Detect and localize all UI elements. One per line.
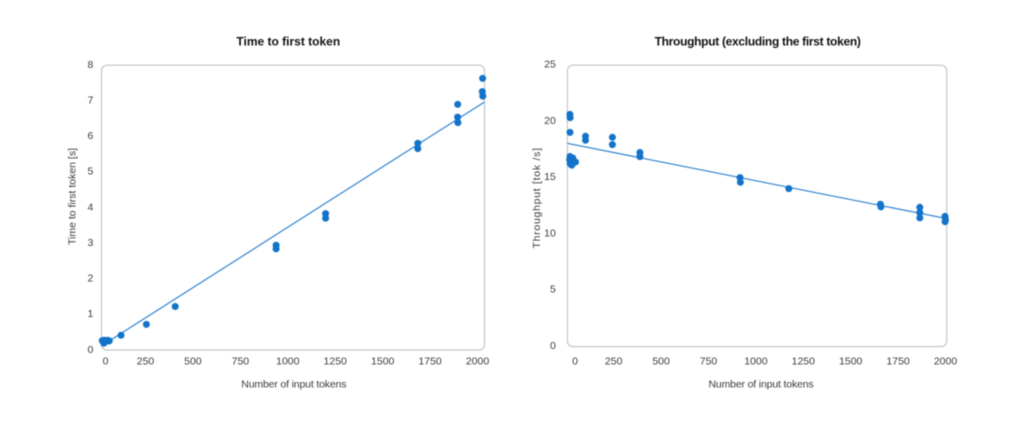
svg-text:Number of input tokens: Number of input tokens — [708, 378, 813, 390]
svg-text:3: 3 — [87, 237, 93, 249]
svg-text:7: 7 — [87, 95, 93, 107]
svg-text:2: 2 — [87, 273, 93, 285]
svg-text:1500: 1500 — [371, 356, 395, 368]
svg-text:1000: 1000 — [744, 356, 768, 368]
svg-text:0: 0 — [103, 356, 109, 368]
svg-text:500: 500 — [184, 356, 202, 368]
svg-text:25: 25 — [544, 59, 556, 71]
svg-text:750: 750 — [232, 356, 250, 368]
svg-text:1250: 1250 — [324, 356, 348, 368]
svg-text:1: 1 — [87, 308, 93, 320]
svg-text:1500: 1500 — [839, 356, 863, 368]
svg-text:1750: 1750 — [886, 356, 910, 368]
svg-text:1000: 1000 — [276, 356, 300, 368]
svg-text:Throughput [tok /s]: Throughput [tok /s] — [531, 147, 543, 248]
svg-text:0: 0 — [550, 340, 556, 352]
svg-text:Time to first token [s]: Time to first token [s] — [66, 148, 78, 245]
svg-text:0: 0 — [87, 344, 93, 356]
svg-text:2000: 2000 — [466, 356, 490, 368]
svg-text:500: 500 — [652, 356, 670, 368]
svg-text:750: 750 — [700, 356, 718, 368]
svg-text:8: 8 — [87, 59, 93, 71]
svg-text:Throughput (excluding the firs: Throughput (excluding the first token) — [655, 35, 861, 49]
svg-text:2000: 2000 — [934, 356, 958, 368]
svg-text:6: 6 — [87, 130, 93, 142]
svg-text:15: 15 — [544, 171, 556, 183]
svg-text:1250: 1250 — [792, 356, 816, 368]
svg-text:4: 4 — [87, 201, 93, 213]
svg-text:Number of input tokens: Number of input tokens — [241, 378, 346, 390]
svg-text:5: 5 — [550, 284, 556, 296]
svg-text:250: 250 — [137, 356, 155, 368]
svg-text:0: 0 — [572, 356, 578, 368]
svg-text:250: 250 — [605, 356, 623, 368]
svg-text:20: 20 — [544, 115, 556, 127]
svg-text:1750: 1750 — [418, 356, 442, 368]
svg-text:Time to first token: Time to first token — [236, 34, 340, 48]
svg-text:5: 5 — [87, 166, 93, 178]
svg-text:10: 10 — [544, 228, 556, 240]
